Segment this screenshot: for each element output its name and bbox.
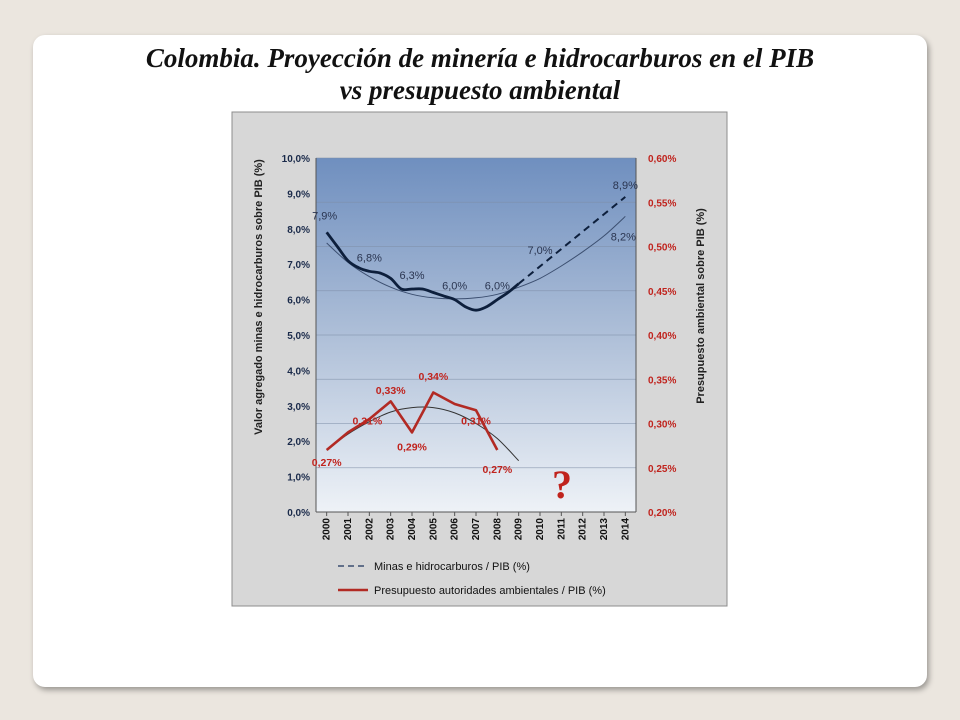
mining-data-label: 6,8% xyxy=(357,252,382,264)
right-tick-label: 0,20% xyxy=(648,508,676,519)
right-tick-label: 0,25% xyxy=(648,464,676,475)
budget-data-label: 0,27% xyxy=(312,457,342,469)
left-tick-label: 3,0% xyxy=(287,402,310,413)
mining-data-label: 6,0% xyxy=(442,281,467,293)
left-tick-label: 4,0% xyxy=(287,366,310,377)
legend-label-mining: Minas e hidrocarburos / PIB (%) xyxy=(374,561,530,573)
title-line-2: vs presupuesto ambiental xyxy=(339,75,621,105)
budget-data-label: 0,34% xyxy=(418,371,448,383)
left-tick-label: 5,0% xyxy=(287,331,310,342)
left-axis-ticks: 0,0% 1,0% 2,0% 3,0% 4,0% 5,0% 6,0% 7,0% 8,0% 9,0%… xyxy=(282,154,310,519)
right-axis-ticks: 0,20% 0,25% 0,30% 0,35% 0,40% 0,45% 0,50% 0,55%… xyxy=(648,154,676,519)
left-tick-label: 1,0% xyxy=(287,473,310,484)
left-tick-label: 6,0% xyxy=(287,296,310,307)
left-tick-label: 0,0% xyxy=(287,508,310,519)
mining-data-label: 7,0% xyxy=(527,245,552,257)
legend-label-budget: Presupuesto autoridades ambientales / PI… xyxy=(374,585,606,597)
mining-data-label: 6,0% xyxy=(485,281,510,293)
x-tick-label: 2001 xyxy=(343,518,354,541)
left-axis-title: Valor agregado minas e hidrocarburos sob… xyxy=(253,159,265,435)
right-tick-label: 0,60% xyxy=(648,154,676,165)
left-tick-label: 8,0% xyxy=(287,225,310,236)
mining-projection-line xyxy=(518,196,626,285)
x-tick-label: 2012 xyxy=(578,518,589,541)
right-tick-label: 0,50% xyxy=(648,243,676,254)
right-tick-label: 0,45% xyxy=(648,287,676,298)
x-tick-label: 2005 xyxy=(428,518,439,541)
right-tick-label: 0,55% xyxy=(648,198,676,209)
budget-data-label: 0,31% xyxy=(461,416,491,428)
x-tick-label: 2010 xyxy=(535,518,546,541)
x-tick-label: 2003 xyxy=(386,518,397,541)
x-tick-label: 2000 xyxy=(322,518,333,541)
mining-data-label: 8,9% xyxy=(613,180,638,192)
series-layer xyxy=(325,196,626,462)
x-tick-label: 2002 xyxy=(364,518,375,541)
budget-actual-line xyxy=(325,391,499,452)
x-tick-label: 2008 xyxy=(492,518,503,541)
x-tick-label: 2007 xyxy=(471,518,482,541)
budget-data-label: 0,31% xyxy=(352,416,382,428)
x-tick-label: 2011 xyxy=(556,518,567,540)
mining-data-label: 7,9% xyxy=(312,210,337,222)
data-labels: 7,9% 6,8% 6,3% 6,0% 6,0% 7,0% 8,9% 8,2% 0,27% 0,3… xyxy=(312,180,638,476)
mining-actual-line xyxy=(325,231,520,312)
x-tick-label: 2004 xyxy=(407,518,418,541)
right-tick-label: 0,30% xyxy=(648,420,676,431)
x-tick-label: 2014 xyxy=(620,518,631,541)
budget-data-label: 0,33% xyxy=(376,385,406,397)
right-tick-label: 0,35% xyxy=(648,375,676,386)
question-mark: ? xyxy=(552,462,572,507)
mining-data-label: 6,3% xyxy=(399,270,424,282)
right-axis-title: Presupuesto ambiental sobre PIB (%) xyxy=(695,208,707,404)
legend: Minas e hidrocarburos / PIB (%) Presupue… xyxy=(338,561,606,597)
title-line-1: Colombia. Proyección de minería e hidroc… xyxy=(145,43,815,73)
x-tick-label: 2006 xyxy=(450,518,461,541)
slide-title: Colombia. Proyección de minería e hidroc… xyxy=(33,42,927,106)
x-tick-label: 2009 xyxy=(514,518,525,541)
left-tick-label: 9,0% xyxy=(287,189,310,200)
budget-data-label: 0,27% xyxy=(482,464,512,476)
x-tick-label: 2013 xyxy=(599,518,610,541)
budget-data-label: 0,29% xyxy=(397,441,427,453)
mining-data-label: 8,2% xyxy=(611,232,636,244)
left-tick-label: 10,0% xyxy=(282,154,310,165)
mining-trend-line xyxy=(326,216,626,300)
x-axis-ticks: 2000 2001 2002 2003 2004 2005 2006 2007 2008 2009… xyxy=(322,512,631,541)
left-tick-label: 2,0% xyxy=(287,437,310,448)
left-tick-label: 7,0% xyxy=(287,260,310,271)
right-tick-label: 0,40% xyxy=(648,331,676,342)
